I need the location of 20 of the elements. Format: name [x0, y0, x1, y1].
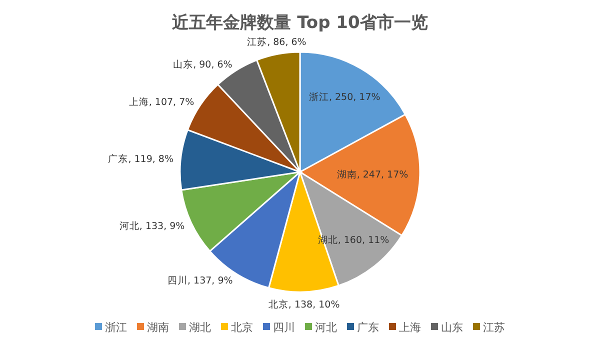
data-label: 浙江, 250, 17%	[308, 91, 380, 104]
legend-label: 湖南	[147, 320, 169, 334]
legend-label: 江苏	[483, 320, 505, 334]
legend-label: 浙江	[105, 320, 127, 334]
data-label: 河北, 133, 9%	[119, 220, 185, 232]
chart-title: 近五年金牌数量 Top 10省市一览	[171, 13, 428, 33]
legend-label: 四川	[273, 320, 295, 334]
legend-label: 广东	[357, 320, 379, 334]
data-label: 广东, 119, 8%	[108, 153, 174, 166]
legend-label: 山东	[441, 320, 463, 334]
data-label: 江苏, 86, 6%	[247, 36, 306, 48]
legend-label: 湖北	[189, 320, 211, 334]
data-label: 北京, 138, 10%	[268, 298, 340, 311]
data-label: 四川, 137, 9%	[167, 274, 233, 286]
data-label: 上海, 107, 7%	[128, 96, 194, 108]
legend-label: 上海	[399, 320, 421, 334]
legend-label: 河北	[315, 320, 337, 334]
data-label: 湖南, 247, 17%	[336, 168, 408, 180]
data-label: 山东, 90, 6%	[173, 58, 232, 71]
legend-label: 北京	[231, 320, 253, 334]
